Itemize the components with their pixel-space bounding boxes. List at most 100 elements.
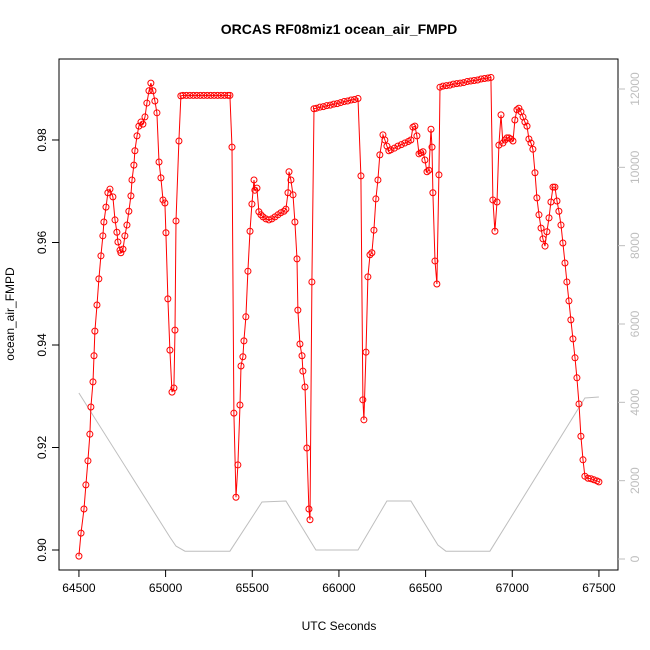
data-point [493, 198, 501, 206]
data-point [387, 146, 395, 154]
y2-tick-label: 6000 [628, 310, 642, 337]
data-point [179, 91, 187, 99]
data-point [428, 143, 436, 151]
data-point [97, 252, 105, 260]
data-point [543, 228, 551, 236]
data-point [531, 169, 539, 177]
data-point [175, 137, 183, 145]
data-point [214, 91, 222, 99]
data-point [397, 141, 405, 149]
data-point [111, 216, 119, 224]
data-point [102, 203, 110, 211]
data-point [287, 176, 295, 184]
data-point [567, 316, 575, 324]
data-point [168, 388, 176, 396]
data-point [491, 227, 499, 235]
data-point [161, 199, 169, 207]
data-point [521, 118, 529, 126]
y2-tick-label: 12000 [628, 72, 642, 106]
data-point [537, 224, 545, 232]
data-point [433, 280, 441, 288]
data-point [186, 91, 194, 99]
data-point [99, 232, 107, 240]
data-point [467, 77, 475, 85]
data-point [121, 232, 129, 240]
data-point [419, 148, 427, 156]
data-point [221, 91, 229, 99]
data-point [533, 194, 541, 202]
data-point [200, 91, 208, 99]
data-point [376, 151, 384, 159]
data-point [157, 174, 165, 182]
data-point [513, 106, 521, 114]
data-point [207, 91, 215, 99]
data-point [316, 103, 324, 111]
data-point [436, 83, 444, 91]
data-point [125, 207, 133, 215]
data-point [529, 145, 537, 153]
data-point [224, 91, 232, 99]
y-tick-label: 0.96 [35, 230, 49, 254]
data-point [127, 192, 135, 200]
data-point [423, 168, 431, 176]
data-point [354, 94, 362, 102]
data-point [509, 137, 517, 145]
data-point [82, 481, 90, 489]
data-point [248, 200, 256, 208]
data-point [401, 139, 409, 147]
x-tick-label: 67000 [496, 581, 530, 595]
data-point [240, 337, 248, 345]
data-point [308, 278, 316, 286]
data-point [333, 100, 341, 108]
data-point [282, 205, 290, 213]
y-tick-label: 0.92 [35, 436, 49, 460]
data-point [285, 168, 293, 176]
y2-tick-label: 2000 [628, 467, 642, 494]
data-point [93, 301, 101, 309]
data-point [595, 478, 603, 486]
data-point [265, 216, 273, 224]
data-point [91, 327, 99, 335]
data-point [553, 197, 561, 205]
data-point [151, 97, 159, 105]
data-point [131, 147, 139, 155]
data-point [337, 99, 345, 107]
data-point [449, 80, 457, 88]
data-point [503, 134, 511, 142]
data-point [226, 91, 234, 99]
data-point [569, 335, 577, 343]
data-point [362, 348, 370, 356]
data-point [114, 238, 122, 246]
data-point [234, 461, 242, 469]
data-point [236, 401, 244, 409]
data-point [75, 552, 83, 560]
data-point [171, 326, 179, 334]
data-point [291, 218, 299, 226]
y2-tick-label: 4000 [628, 389, 642, 416]
data-point [421, 156, 429, 164]
data-point [484, 74, 492, 82]
data-point [239, 353, 247, 361]
data-point [495, 141, 503, 149]
data-point [153, 109, 161, 117]
series-line [78, 392, 599, 552]
data-point [133, 132, 141, 140]
data-point [372, 195, 380, 203]
x-tick-label: 65500 [236, 581, 270, 595]
data-point [381, 136, 389, 144]
data-point [446, 81, 454, 89]
data-point [411, 122, 419, 130]
data-point [145, 87, 153, 95]
data-point [357, 172, 365, 180]
x-tick-label: 65000 [149, 581, 183, 595]
data-point [217, 91, 225, 99]
data-point [244, 267, 252, 275]
y-axis-label: ocean_air_FMPD [3, 267, 17, 361]
data-point [571, 354, 579, 362]
y-tick-label: 0.98 [35, 128, 49, 152]
data-point [525, 135, 533, 143]
data-point [305, 505, 313, 513]
data-point [294, 306, 302, 314]
data-point [477, 75, 485, 83]
data-point [456, 79, 464, 87]
